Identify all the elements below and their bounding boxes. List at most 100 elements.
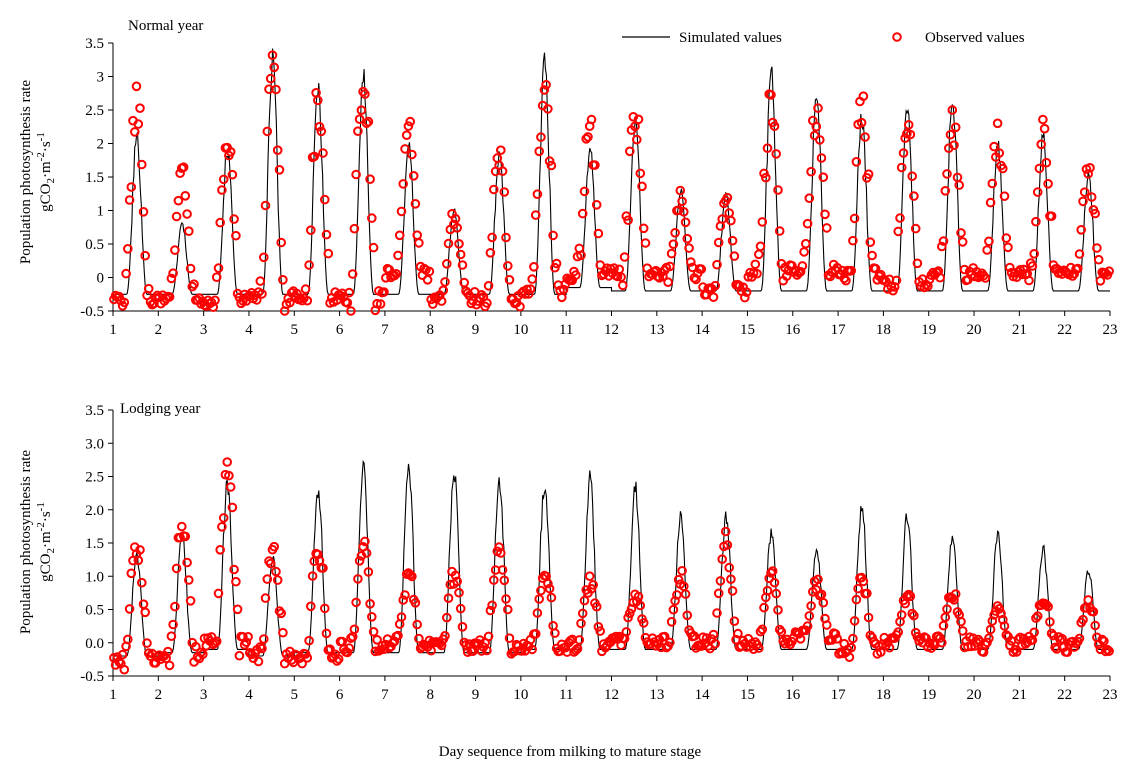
- x-tick-label: 21: [1012, 322, 1027, 338]
- observed-point: [1031, 613, 1041, 623]
- x-tick-label: 7: [381, 322, 389, 338]
- observed-point: [278, 627, 288, 638]
- observed-point: [712, 608, 722, 618]
- observed-point: [727, 235, 738, 246]
- x-tick-label: 7: [381, 687, 389, 703]
- observed-point: [184, 575, 194, 585]
- observed-point: [659, 631, 670, 642]
- x-tick-label: 23: [1103, 687, 1118, 703]
- observed-point: [133, 119, 144, 129]
- observed-point: [302, 653, 313, 663]
- observed-point: [414, 633, 424, 644]
- observed-point: [940, 186, 951, 196]
- observed-point: [924, 638, 935, 648]
- observed-point: [818, 597, 829, 608]
- observed-point: [729, 616, 740, 627]
- observed-point: [666, 617, 677, 627]
- observed-point: [452, 576, 463, 587]
- observed-point: [224, 470, 234, 481]
- observed-point: [754, 249, 764, 260]
- observed-point: [126, 182, 137, 192]
- observed-point: [1073, 263, 1083, 274]
- observed-point: [724, 562, 735, 573]
- observed-point: [137, 159, 147, 170]
- observed-point: [984, 236, 994, 247]
- x-tick-label: 21: [1012, 687, 1027, 703]
- y-axis-title-bottom: Population photosynthesis rate: [18, 450, 34, 634]
- observed-point: [391, 269, 402, 279]
- observed-point: [123, 244, 133, 254]
- observed-point: [804, 193, 815, 203]
- observed-point: [137, 577, 147, 588]
- observed-point: [673, 574, 684, 585]
- observed-point: [696, 264, 707, 274]
- observed-point: [940, 612, 951, 623]
- observed-point: [806, 166, 816, 177]
- observed-point: [1029, 627, 1039, 638]
- observed-point: [994, 604, 1005, 614]
- observed-point: [351, 597, 361, 608]
- observed-point: [670, 228, 680, 238]
- observed-point: [907, 171, 918, 181]
- observed-point: [865, 237, 876, 247]
- observed-point: [182, 209, 192, 219]
- observed-point: [571, 270, 581, 280]
- observed-point: [166, 273, 177, 284]
- x-tick-label: 1: [109, 687, 117, 703]
- panel-lodging-year: Lodging year -0.5 0.0 0.5 1.0 1.5 2.0 2.5 3.0 3.…: [80, 401, 1117, 703]
- observed-point: [1092, 243, 1102, 253]
- observed-point: [591, 200, 602, 210]
- observed-point: [311, 88, 321, 98]
- legend: Simulated values Observed values: [622, 30, 1025, 46]
- observed-point: [935, 272, 945, 283]
- observed-point: [802, 621, 813, 631]
- panel-normal-year: Normal year Simulated values Observed va…: [80, 18, 1117, 338]
- observed-point: [379, 287, 389, 297]
- x-tick-label: 5: [291, 322, 299, 338]
- observed-point: [879, 274, 890, 285]
- observed-point: [459, 277, 470, 288]
- observed-point: [347, 269, 358, 279]
- observed-point: [632, 134, 642, 145]
- observed-point: [638, 618, 649, 628]
- observed-point: [184, 226, 194, 236]
- observed-point: [750, 259, 761, 270]
- observed-point: [628, 112, 639, 122]
- observed-point: [182, 557, 192, 568]
- observed-point: [164, 292, 175, 302]
- observed-point: [801, 238, 811, 249]
- observed-point: [198, 649, 208, 660]
- observed-point: [740, 292, 750, 303]
- observed-point: [771, 588, 782, 599]
- observed-point: [903, 120, 914, 130]
- observed-point: [440, 631, 450, 641]
- observed-point: [163, 646, 173, 657]
- observed-point: [621, 627, 632, 637]
- x-tick-label: 11: [559, 322, 573, 338]
- observed-point: [766, 568, 776, 578]
- x-tick-label: 15: [740, 322, 755, 338]
- observed-point: [457, 622, 468, 632]
- observed-point: [135, 545, 145, 555]
- observed-point: [166, 631, 177, 642]
- observed-point: [1015, 265, 1026, 275]
- observed-point: [898, 148, 909, 158]
- observed-point: [178, 162, 189, 172]
- observed-point: [501, 594, 511, 604]
- observed-point: [773, 605, 783, 615]
- observed-point: [454, 587, 464, 598]
- observed-point: [412, 619, 423, 630]
- observed-point: [487, 232, 497, 243]
- observed-point: [574, 635, 585, 645]
- x-tick-label: 3: [200, 322, 208, 338]
- observed-point: [844, 652, 855, 663]
- observed-point: [272, 145, 283, 155]
- y-tick-label: 2.0: [85, 503, 104, 519]
- observed-point: [168, 619, 178, 630]
- observed-point: [949, 140, 959, 150]
- observed-point: [822, 620, 832, 630]
- x-tick-label: 12: [604, 687, 619, 703]
- observed-point: [271, 566, 281, 577]
- observed-point: [985, 624, 996, 635]
- observed-point: [663, 277, 673, 288]
